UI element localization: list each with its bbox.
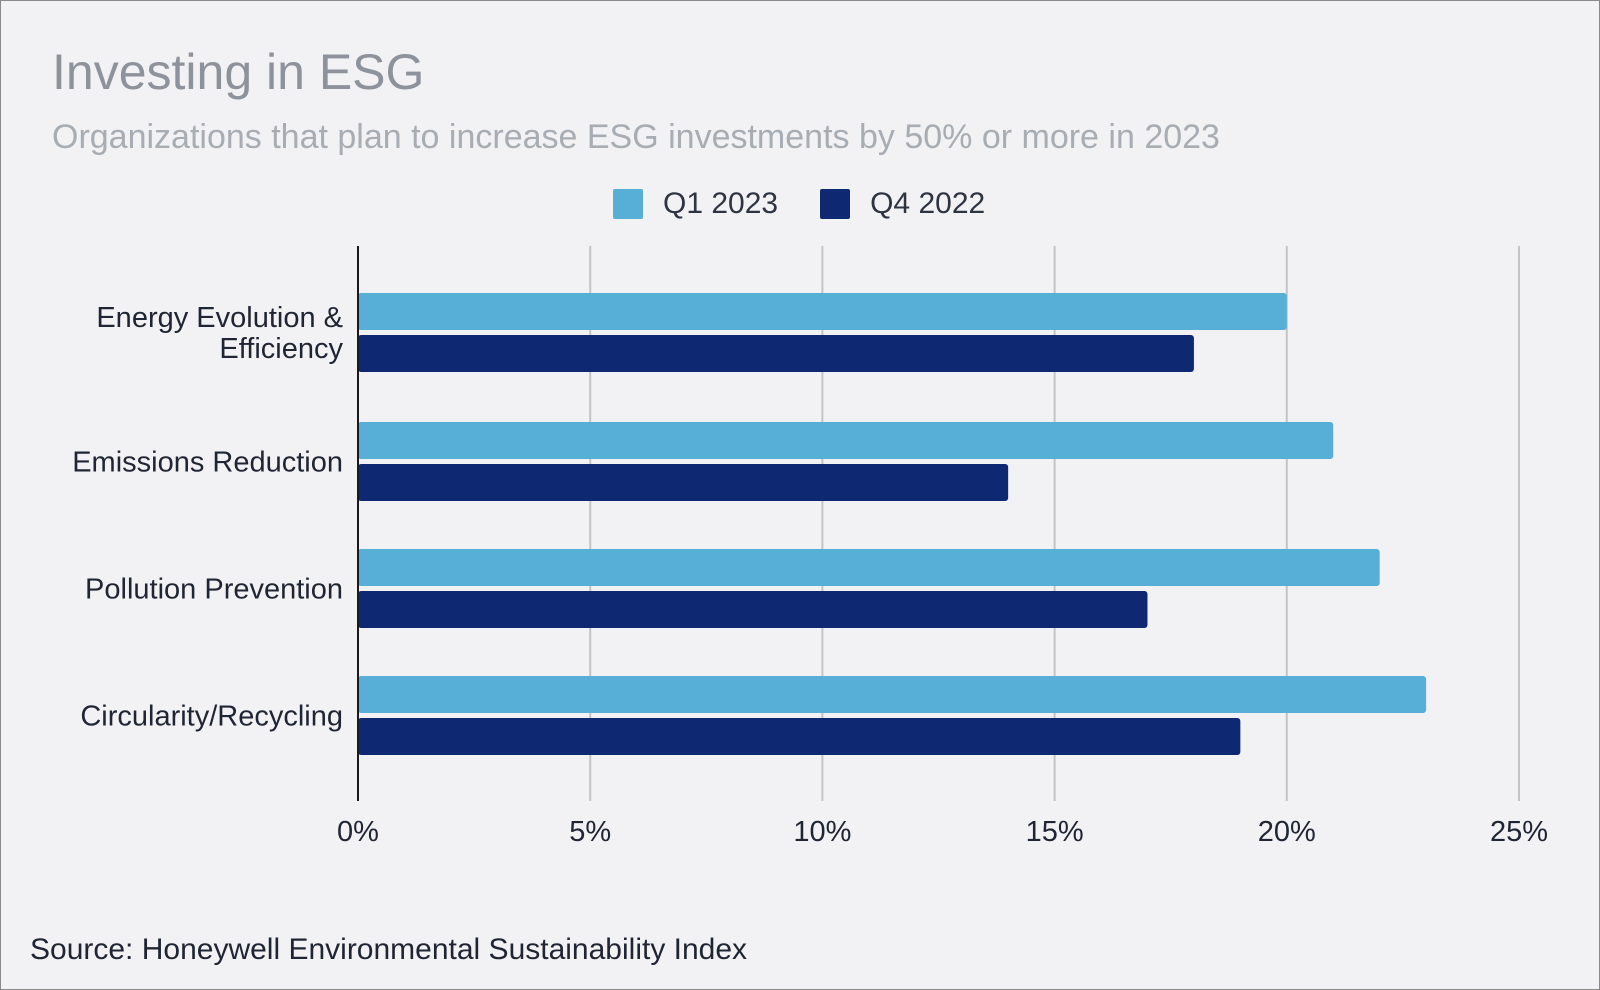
chart-title: Investing in ESG: [52, 44, 425, 100]
category-label-line: Emissions Reduction: [72, 447, 343, 479]
bar-q1-2023-0: [358, 293, 1287, 330]
bar-q4-2022-1: [358, 464, 1009, 501]
legend: Q1 2023 Q4 2022: [613, 187, 1027, 221]
legend-swatch-q4-2022: [820, 189, 851, 219]
chart-subtitle: Organizations that plan to increase ESG …: [52, 118, 1220, 156]
bar-q1-2023-2: [358, 549, 1380, 586]
legend-label-q1-2023: Q1 2023: [663, 187, 779, 220]
bar-q1-2023-3: [358, 676, 1427, 713]
bar-q4-2022-3: [358, 718, 1241, 755]
category-label-line: Circularity/Recycling: [80, 701, 343, 733]
category-label-3: Circularity/Recycling: [80, 701, 343, 733]
category-label-1: Emissions Reduction: [72, 447, 343, 479]
x-tick-label-10: 10%: [793, 816, 851, 848]
bar-q4-2022-0: [358, 335, 1194, 372]
legend-item-q1-2023: Q1 2023: [613, 187, 778, 221]
legend-item-q4-2022: Q4 2022: [820, 187, 985, 221]
category-label-2: Pollution Prevention: [85, 574, 343, 606]
category-label-line: Pollution Prevention: [85, 574, 343, 606]
x-tick-label-20: 20%: [1258, 816, 1316, 848]
x-tick-label-5: 5%: [569, 816, 611, 848]
legend-label-q4-2022: Q4 2022: [870, 187, 986, 220]
category-label-line: Efficiency: [219, 333, 343, 365]
x-tick-label-0: 0%: [337, 816, 379, 848]
legend-swatch-q1-2023: [613, 189, 643, 219]
bar-q1-2023-1: [358, 422, 1334, 459]
source-note: Source: Honeywell Environmental Sustaina…: [30, 933, 748, 966]
category-label-0: Energy Evolution & Efficiency: [96, 302, 343, 365]
x-tick-label-25: 25%: [1490, 816, 1548, 848]
category-label-line: Energy Evolution &: [96, 302, 343, 334]
bar-q4-2022-2: [358, 591, 1148, 628]
x-tick-label-15: 15%: [1026, 816, 1084, 848]
